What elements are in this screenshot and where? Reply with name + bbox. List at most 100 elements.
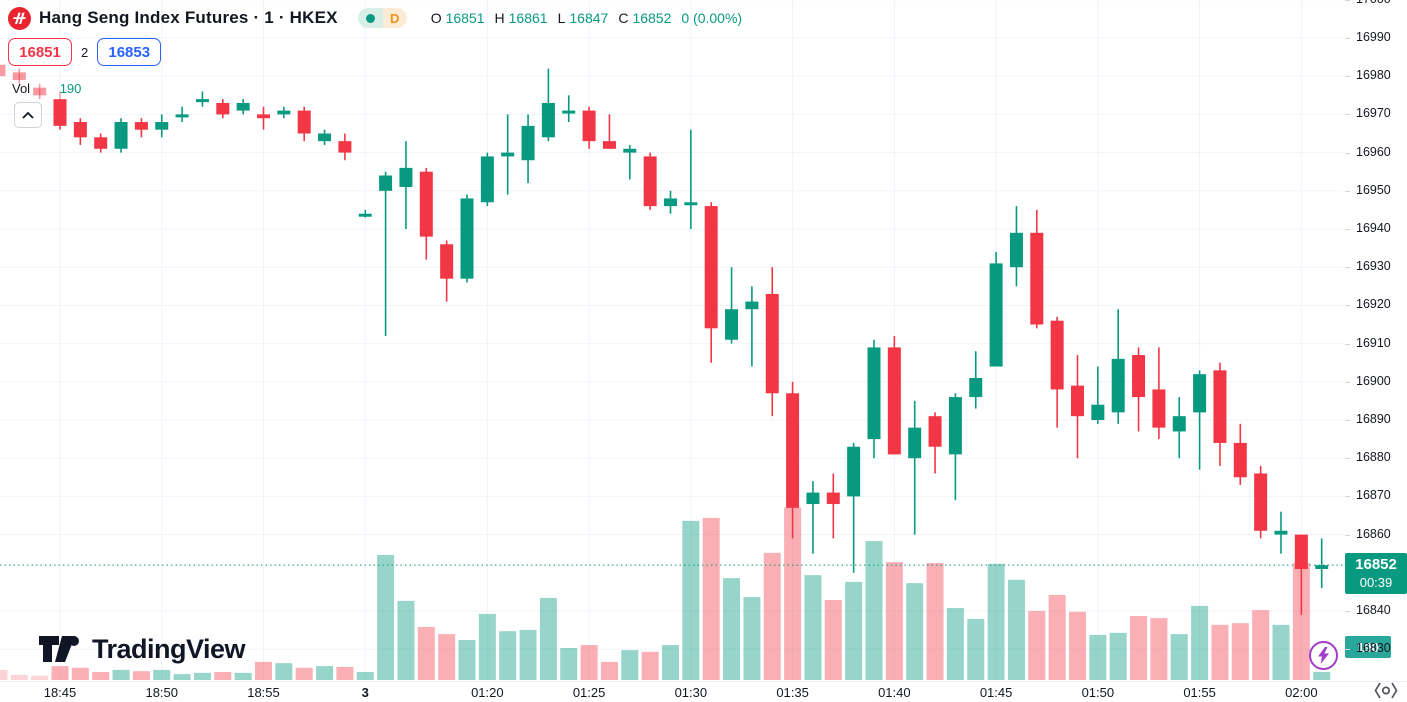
high-value: 16861 <box>508 10 548 26</box>
volume-bar <box>397 600 415 680</box>
volume-bar <box>519 629 537 680</box>
candle-body <box>338 141 352 153</box>
chevron-up-icon <box>22 111 34 119</box>
volume-bar <box>1272 624 1290 680</box>
time-axis-label: 01:30 <box>674 685 708 700</box>
price-axis-label: 16920 <box>1356 297 1391 312</box>
volume-bar <box>1150 618 1168 680</box>
candle-body <box>73 122 87 138</box>
candle-body <box>1315 565 1329 569</box>
volume-bar <box>763 552 781 680</box>
open-label: O <box>430 10 442 26</box>
volume-bar <box>600 661 618 680</box>
candle-body <box>318 133 332 142</box>
volume-bar <box>478 613 496 680</box>
buy-button[interactable]: 16853 <box>97 38 162 66</box>
price-axis-label: 16930 <box>1356 259 1391 274</box>
price-axis-label: 16880 <box>1356 450 1391 465</box>
volume-bar <box>804 575 822 680</box>
volume-bar <box>702 517 720 680</box>
candle-body <box>1091 404 1105 420</box>
volume-bar <box>31 675 49 680</box>
collapse-legend-button[interactable] <box>14 102 42 128</box>
price-axis-tick <box>1345 267 1350 269</box>
instant-order-lightning-button[interactable] <box>1309 641 1338 670</box>
volume-bar <box>641 651 659 680</box>
candle-body <box>1050 320 1064 390</box>
candle-body <box>53 99 67 126</box>
volume-bar <box>10 674 28 680</box>
time-axis-label: 01:45 <box>979 685 1013 700</box>
price-axis-label: 16970 <box>1356 106 1391 121</box>
volume-bar <box>723 578 741 680</box>
candle-body <box>908 427 922 459</box>
candle-body <box>155 122 169 130</box>
candle-body <box>562 110 576 114</box>
instant-trading-panel: 16851 2 16853 <box>8 38 162 66</box>
price-axis-label: 16950 <box>1356 182 1391 197</box>
candle-body <box>257 114 270 119</box>
candle-body <box>358 213 372 217</box>
volume-bar <box>1048 594 1066 680</box>
volume-bar <box>499 631 517 680</box>
high-label: H <box>494 10 505 26</box>
close-label: C <box>618 10 629 26</box>
candle-body <box>1233 442 1247 478</box>
candle-body <box>277 110 291 115</box>
price-axis-label: 16910 <box>1356 335 1391 350</box>
volume-bar <box>784 507 802 680</box>
volume-value: 190 <box>59 81 82 96</box>
candle-body <box>521 125 535 161</box>
time-axis-label: 18:55 <box>247 685 280 700</box>
candle-body <box>826 492 840 505</box>
price-axis-tick <box>1345 229 1350 230</box>
price-axis[interactable]: 190 17000 16990 16980 16970 16960 16950 16940 1… <box>1345 0 1407 681</box>
time-axis-label: 01:55 <box>1183 685 1216 700</box>
volume-bar <box>0 669 8 680</box>
volume-bar <box>417 626 435 680</box>
candle-body <box>582 110 596 142</box>
price-axis-tick <box>1345 534 1350 536</box>
market-status-pill[interactable]: D <box>357 8 407 28</box>
price-axis-tick <box>1345 496 1350 498</box>
price-axis-label: 16860 <box>1356 526 1391 541</box>
symbol-logo-icon[interactable] <box>8 6 31 30</box>
volume-bar <box>621 650 639 680</box>
candle-body <box>1152 389 1166 428</box>
volume-bar <box>1292 562 1310 680</box>
time-axis-label: 02:00 <box>1285 685 1318 700</box>
symbol-title[interactable]: Hang Seng Index Futures · 1 · HKEX <box>39 8 338 27</box>
volume-bar <box>112 669 130 680</box>
candle-body <box>297 110 311 134</box>
candle-body <box>745 301 759 310</box>
low-value: 16847 <box>569 10 609 26</box>
volume-bar <box>132 671 150 680</box>
price-axis-label: 16940 <box>1356 221 1391 235</box>
candle-body <box>867 347 881 440</box>
time-axis-label: 01:35 <box>776 685 809 700</box>
candle-body <box>134 122 148 130</box>
candle-body <box>1111 358 1125 413</box>
timezone-settings-button[interactable] <box>1371 680 1401 700</box>
price-axis-tick <box>1345 420 1350 421</box>
candle-body <box>236 102 250 111</box>
candle-body <box>847 446 861 497</box>
volume-bar <box>1191 605 1209 680</box>
chart-pane[interactable] <box>0 0 1345 681</box>
tradingview-logo[interactable]: TradingView <box>38 632 246 666</box>
volume-bar <box>1130 616 1148 680</box>
price-axis-label: 16830 <box>1356 641 1391 656</box>
time-axis[interactable]: 18:45 18:50 18:55 3 01:20 01:25 01:30 01:35 01:4… <box>0 681 1407 702</box>
open-value: 16851 <box>445 10 485 26</box>
volume-bar <box>316 666 334 680</box>
volume-bar <box>458 640 476 680</box>
candle-body <box>887 347 901 455</box>
volume-bar <box>51 666 69 680</box>
candle-body <box>1254 473 1268 531</box>
sell-button[interactable]: 16851 <box>8 38 72 66</box>
candle-body <box>419 171 433 237</box>
candle-body <box>399 167 413 187</box>
volume-bar <box>193 672 211 680</box>
time-axis-label: 01:50 <box>1081 685 1115 700</box>
low-label: L <box>557 10 566 26</box>
